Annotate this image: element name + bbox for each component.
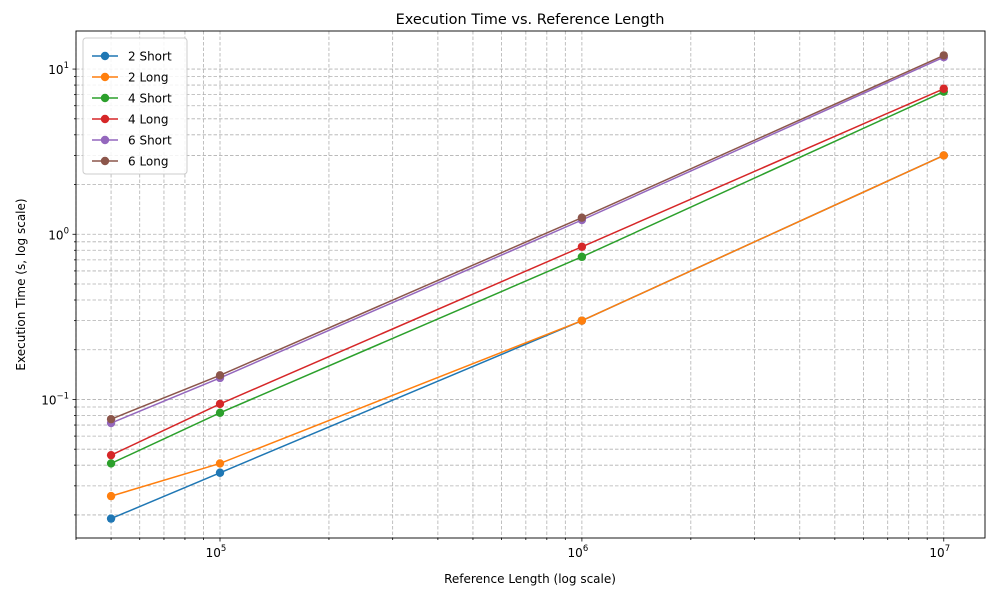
data-point (577, 242, 587, 251)
series-line (110, 90, 945, 465)
legend-item: 2 Long (92, 71, 169, 85)
legend-label: 6 Long (128, 155, 169, 169)
y-tick-label: 101 (48, 61, 69, 77)
data-point (939, 84, 948, 93)
legend-item: 2 Short (92, 50, 172, 64)
data-point (939, 151, 948, 160)
data-point (215, 459, 225, 468)
legend-item: 4 Long (92, 113, 169, 127)
data-point (215, 371, 225, 380)
ticks: 105 106 107 10−1 100 101 (41, 61, 950, 560)
legend-marker (100, 93, 110, 103)
data-point (106, 514, 116, 523)
series-2-long (106, 151, 948, 501)
series-line (110, 154, 945, 497)
y-tick-label: 100 (48, 226, 69, 242)
data-point (215, 468, 225, 477)
y-axis-label: Execution Time (s, log scale) (14, 198, 28, 370)
legend-marker (100, 72, 110, 82)
legend-label: 4 Long (128, 113, 169, 127)
series-line (110, 54, 945, 420)
series-group (106, 51, 948, 523)
legend-label: 2 Long (128, 71, 169, 85)
data-point (577, 213, 587, 222)
data-point (577, 316, 587, 325)
series-6-long (106, 51, 948, 424)
series-4-long (106, 84, 948, 460)
legend-marker (100, 51, 110, 61)
data-point (215, 408, 225, 418)
data-point (106, 491, 116, 501)
legend-item: 6 Long (92, 155, 169, 169)
legend-item: 4 Short (92, 92, 172, 106)
data-point (215, 399, 225, 409)
series-line (110, 88, 945, 456)
legend-marker (100, 135, 110, 145)
x-tick-label: 105 (206, 544, 227, 560)
x-axis-label: Reference Length (log scale) (444, 572, 616, 586)
data-point (106, 414, 116, 424)
data-point (577, 252, 587, 262)
legend-item: 6 Short (92, 134, 172, 148)
plot-frame (75, 30, 986, 539)
legend-label: 4 Short (128, 92, 172, 106)
legend-label: 2 Short (128, 50, 172, 64)
x-tick-label: 107 (929, 544, 950, 560)
y-tick-label: 10−1 (41, 391, 69, 407)
data-point (106, 450, 116, 460)
chart-title: Execution Time vs. Reference Length (396, 12, 665, 28)
legend: 2 Short 2 Long 4 Short 4 Long 6 Short 6 Long (82, 37, 188, 175)
data-point (106, 459, 116, 468)
x-tick-label: 106 (568, 544, 589, 560)
legend-marker (100, 156, 110, 166)
legend-label: 6 Short (128, 134, 172, 148)
legend-marker (100, 114, 110, 124)
series-line (110, 56, 945, 424)
data-point (939, 51, 948, 60)
